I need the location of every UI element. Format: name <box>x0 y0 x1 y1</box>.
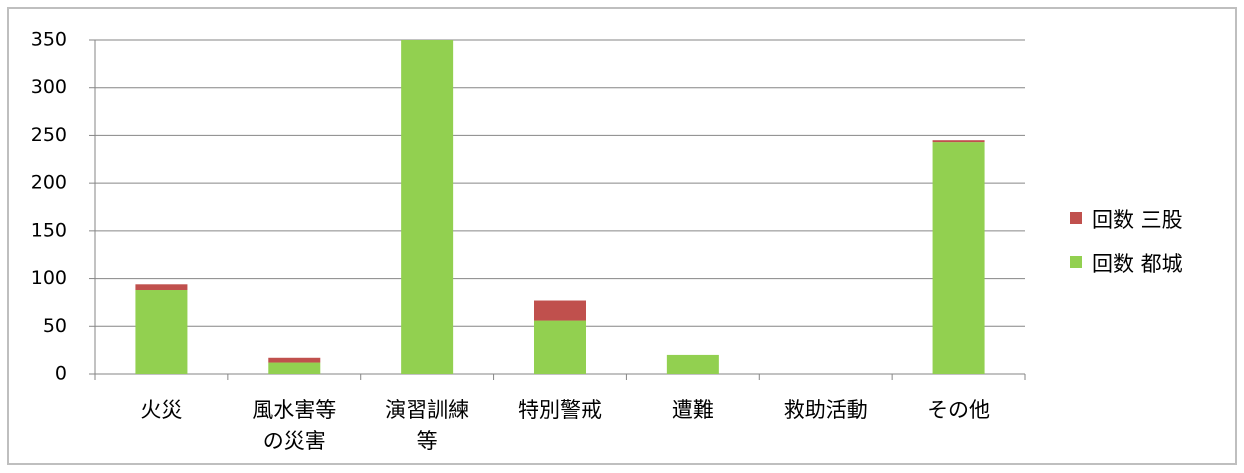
bar-segment <box>534 300 586 321</box>
y-tick-label: 200 <box>31 172 67 194</box>
x-tick-label: 火災 <box>140 398 183 422</box>
chart-border <box>7 7 1237 465</box>
bar-segment <box>268 362 321 374</box>
bar-segment <box>268 357 321 363</box>
x-tick-label: 遭難 <box>671 398 714 422</box>
bar-segment <box>135 290 188 374</box>
bar-segment <box>666 354 719 374</box>
legend-swatch <box>1070 256 1082 268</box>
bar-segment <box>932 142 985 374</box>
bar-segment <box>401 40 454 374</box>
bar-segment <box>932 140 985 143</box>
legend-label: 回数 三股 <box>1092 208 1183 232</box>
y-tick-label: 150 <box>31 219 67 241</box>
legend-label: 回数 都城 <box>1092 252 1183 276</box>
y-tick-label: 100 <box>31 267 67 289</box>
legend-swatch <box>1070 212 1082 224</box>
x-tick-label: その他 <box>927 398 991 422</box>
y-tick-label: 250 <box>31 124 67 146</box>
x-tick-label: 演習訓練 等 <box>385 398 470 453</box>
y-tick-label: 350 <box>31 29 67 51</box>
x-tick-label: 救助活動 <box>783 398 868 422</box>
x-tick-label: 特別警戒 <box>518 398 602 422</box>
y-tick-label: 0 <box>55 363 67 385</box>
bar-segment <box>534 320 586 374</box>
x-tick-label: 風水害等 の災害 <box>252 398 337 453</box>
bar-segment <box>135 284 188 291</box>
y-tick-label: 50 <box>43 315 67 337</box>
y-tick-label: 300 <box>31 76 67 98</box>
